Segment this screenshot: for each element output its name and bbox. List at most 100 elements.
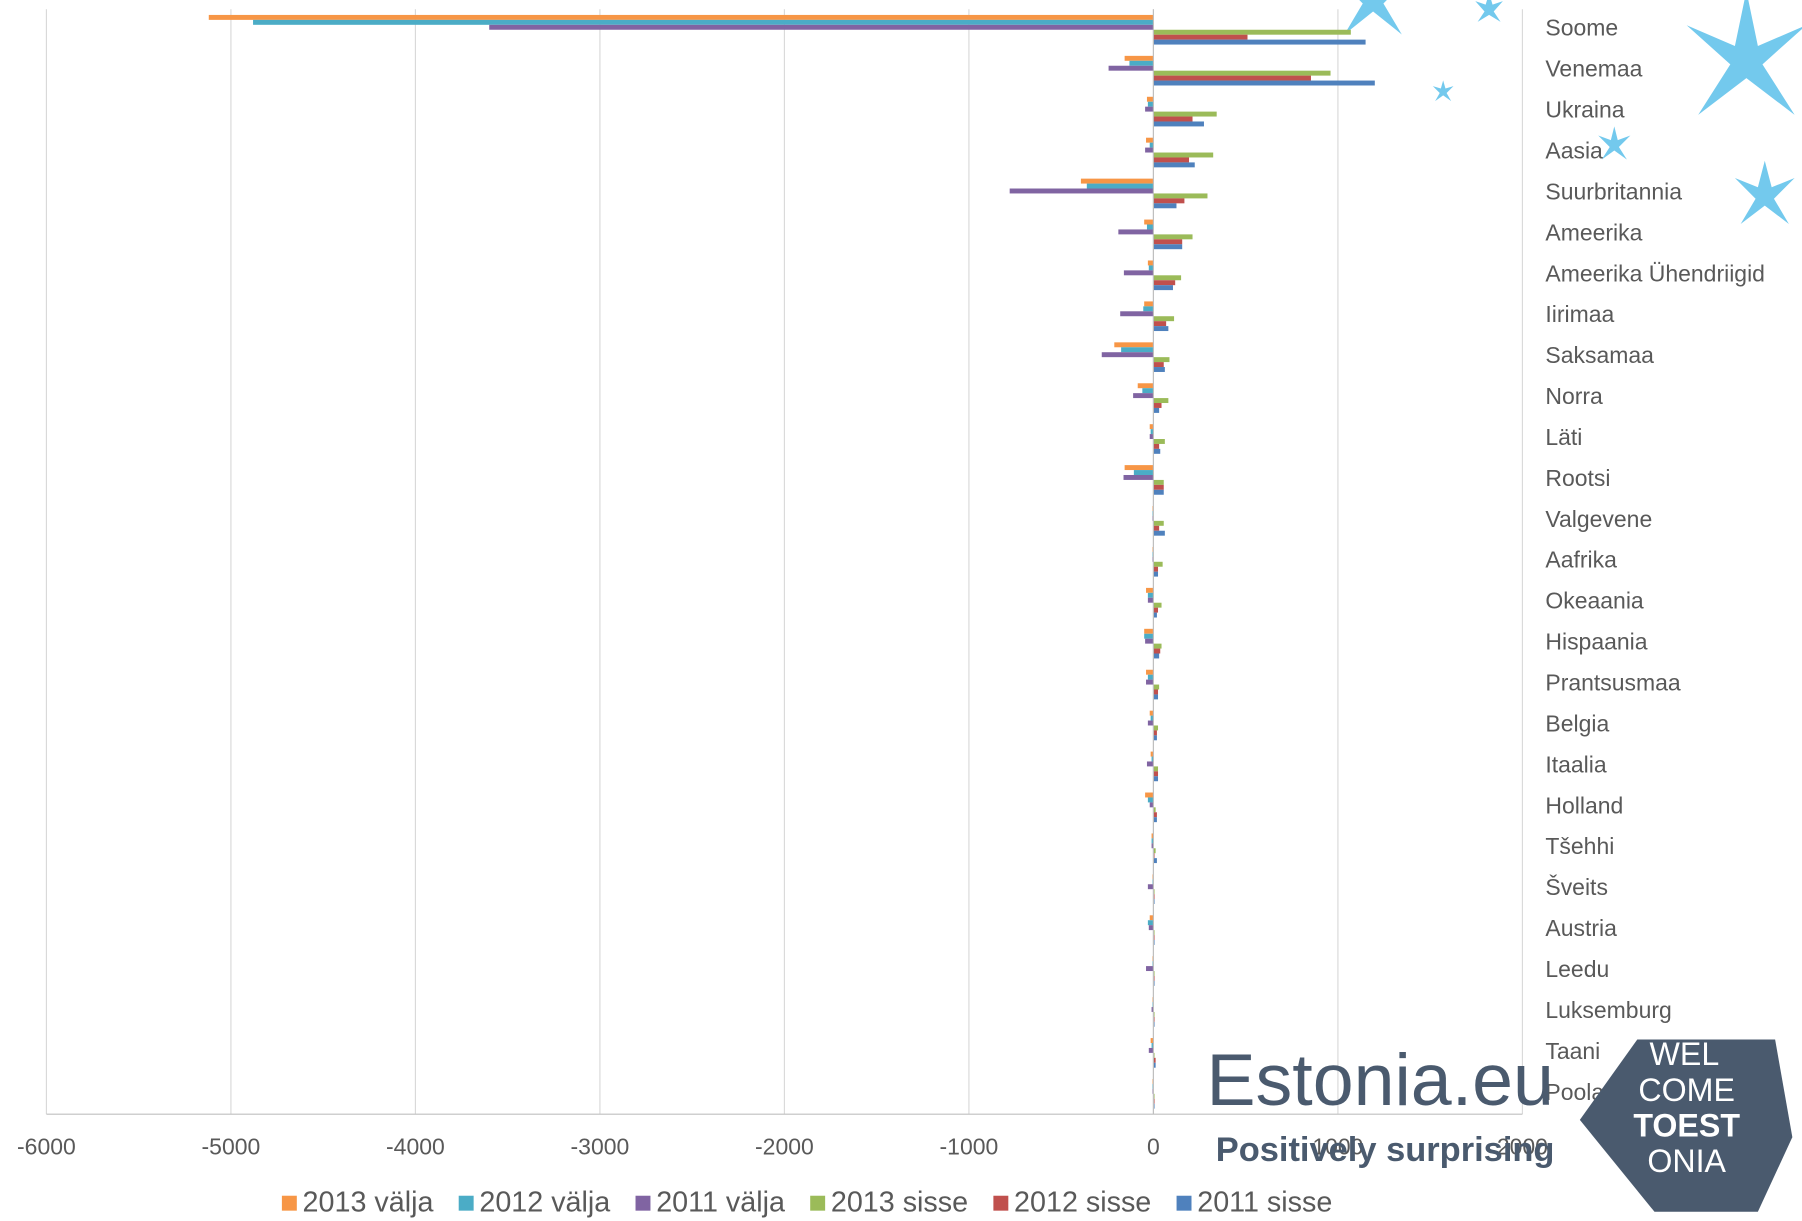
bar: [1149, 710, 1154, 716]
bar: [1137, 383, 1154, 389]
bar: [1153, 571, 1159, 577]
bar: [1147, 592, 1154, 598]
bar: [1146, 224, 1154, 230]
category-label: Soome: [1545, 15, 1618, 41]
bar: [1153, 285, 1173, 291]
category-label: Venemaa: [1545, 56, 1642, 82]
bar: [1153, 357, 1170, 363]
bar: [1108, 65, 1154, 71]
badge-text: TOEST: [1633, 1107, 1740, 1143]
bar: [1153, 858, 1157, 864]
category-label: Rootsi: [1545, 465, 1610, 491]
bar: [1147, 101, 1154, 107]
bar: [1146, 679, 1154, 685]
bar: [1123, 474, 1154, 480]
bar: [1153, 520, 1164, 526]
category-label: Itaalia: [1545, 751, 1607, 777]
bar: [1142, 388, 1154, 394]
bar: [1153, 684, 1160, 690]
bar: [1153, 771, 1159, 777]
category-label: Aasia: [1545, 137, 1603, 163]
category-label: Belgia: [1545, 710, 1609, 736]
bar: [1153, 116, 1193, 122]
bar: [1147, 260, 1154, 266]
bar: [1150, 715, 1154, 721]
bar: [1150, 1038, 1154, 1044]
bar: [1145, 638, 1154, 644]
bar: [1149, 434, 1154, 440]
bar: [1151, 756, 1154, 762]
legend-label: 2012 sisse: [1014, 1186, 1151, 1218]
bar: [1153, 612, 1157, 618]
decoration: [1344, 0, 1802, 224]
bar: [1153, 643, 1162, 649]
bar: [1153, 244, 1183, 250]
bar: [1153, 1057, 1156, 1063]
bar: [1153, 326, 1169, 332]
bar: [1153, 776, 1159, 782]
bar: [1153, 602, 1162, 608]
bar: [1153, 530, 1165, 536]
bar: [1149, 915, 1154, 921]
bar: [1149, 802, 1154, 808]
category-label: Holland: [1545, 792, 1623, 818]
bar: [1153, 817, 1157, 823]
bar: [1153, 80, 1375, 86]
bar: [1153, 39, 1366, 45]
bar: [1153, 407, 1160, 413]
bar: [1153, 1062, 1156, 1068]
category-label: Suurbritannia: [1545, 178, 1682, 204]
watermark-title: Estonia.eu: [1207, 1038, 1554, 1121]
bar: [1153, 75, 1311, 81]
bar: [1147, 720, 1154, 726]
bar: [1147, 674, 1154, 680]
bar: [1153, 321, 1167, 327]
bar: [1153, 525, 1160, 531]
category-label: Valgevene: [1545, 506, 1652, 532]
badge: [1579, 1039, 1793, 1212]
bar: [489, 24, 1154, 30]
bar: [1153, 653, 1160, 659]
bar: [1145, 106, 1154, 112]
bar: [1153, 280, 1176, 286]
bar: [1153, 766, 1159, 772]
category-label: Norra: [1545, 383, 1603, 409]
category-label: Hispaania: [1545, 629, 1647, 655]
bar: [1153, 448, 1161, 454]
legend-swatch: [281, 1195, 297, 1211]
bar: [1153, 484, 1164, 490]
bar: [1153, 193, 1208, 199]
bar: [1124, 465, 1154, 471]
bar: [1146, 761, 1154, 767]
bar: [1153, 443, 1160, 449]
bar: [1153, 275, 1182, 281]
category-label: Taani: [1545, 1038, 1600, 1064]
legend-label: 2013 sisse: [831, 1186, 968, 1218]
bar: [1153, 689, 1159, 695]
bar: [1151, 1007, 1154, 1012]
legend-swatch: [458, 1195, 474, 1211]
x-tick-label: -3000: [571, 1134, 630, 1160]
bar: [1153, 70, 1331, 76]
bar: [1153, 566, 1159, 572]
bar: [1118, 229, 1154, 235]
bar: [1151, 838, 1154, 844]
bar: [1147, 884, 1154, 890]
bar: [1133, 393, 1154, 399]
bar: [1153, 362, 1164, 368]
bar: [1144, 219, 1154, 225]
bar: [1153, 157, 1190, 163]
badge-text: ONIA: [1647, 1143, 1726, 1179]
bar: [1009, 188, 1154, 194]
bar: [1153, 34, 1248, 40]
bar: [1153, 648, 1161, 654]
bar: [1148, 265, 1154, 271]
bar: [1153, 561, 1163, 567]
bar: [1153, 730, 1157, 736]
x-tick-label: 0: [1147, 1134, 1160, 1160]
bar: [1080, 178, 1154, 184]
x-tick-label: 1000: [1312, 1134, 1363, 1160]
bar: [1153, 694, 1159, 700]
bar: [1153, 111, 1217, 117]
